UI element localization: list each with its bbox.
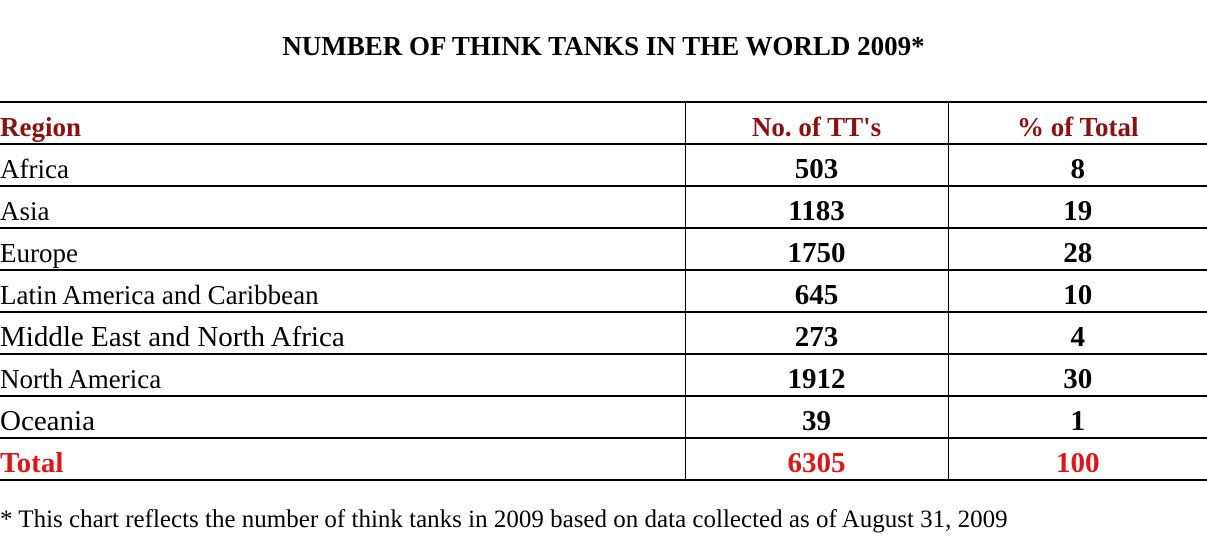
total-label-cell: Total bbox=[0, 437, 685, 481]
count-cell: 273 bbox=[684, 311, 948, 355]
page-title: NUMBER OF THINK TANKS IN THE WORLD 2009* bbox=[282, 31, 925, 61]
table-total-row: Total 6305 100 bbox=[0, 437, 1207, 481]
region-cell: Latin America and Caribbean bbox=[0, 269, 685, 313]
count-cell: 1912 bbox=[684, 353, 948, 397]
table-row: Middle East and North Africa 273 4 bbox=[0, 311, 1207, 355]
table-row: North America 1912 30 bbox=[0, 353, 1207, 397]
table-row: Africa 503 8 bbox=[0, 143, 1207, 187]
percent-cell: 28 bbox=[947, 227, 1207, 271]
region-cell: North America bbox=[0, 353, 685, 397]
region-cell: Middle East and North Africa bbox=[0, 311, 685, 355]
region-cell: Asia bbox=[0, 185, 685, 229]
table-row: Oceania 39 1 bbox=[0, 395, 1207, 439]
total-percent-cell: 100 bbox=[947, 437, 1207, 481]
percent-cell: 30 bbox=[947, 353, 1207, 397]
table-header-row: Region No. of TT's % of Total bbox=[0, 101, 1207, 145]
total-count-cell: 6305 bbox=[684, 437, 948, 481]
column-header-count: No. of TT's bbox=[684, 101, 948, 145]
percent-cell: 1 bbox=[947, 395, 1207, 439]
column-header-percent: % of Total bbox=[947, 101, 1207, 145]
percent-cell: 4 bbox=[947, 311, 1207, 355]
region-cell: Africa bbox=[0, 143, 685, 187]
table-row: Latin America and Caribbean 645 10 bbox=[0, 269, 1207, 313]
column-header-region: Region bbox=[0, 101, 685, 145]
percent-cell: 19 bbox=[947, 185, 1207, 229]
count-cell: 645 bbox=[684, 269, 948, 313]
percent-cell: 8 bbox=[947, 143, 1207, 187]
region-cell: Europe bbox=[0, 227, 685, 271]
percent-cell: 10 bbox=[947, 269, 1207, 313]
count-cell: 39 bbox=[684, 395, 948, 439]
count-cell: 1183 bbox=[684, 185, 948, 229]
footnote: * This chart reflects the number of thin… bbox=[0, 506, 1008, 533]
think-tanks-table: Region No. of TT's % of Total Africa 503… bbox=[0, 101, 1207, 481]
table-row: Asia 1183 19 bbox=[0, 185, 1207, 229]
region-cell: Oceania bbox=[0, 395, 685, 439]
table-row: Europe 1750 28 bbox=[0, 227, 1207, 271]
count-cell: 503 bbox=[684, 143, 948, 187]
count-cell: 1750 bbox=[684, 227, 948, 271]
